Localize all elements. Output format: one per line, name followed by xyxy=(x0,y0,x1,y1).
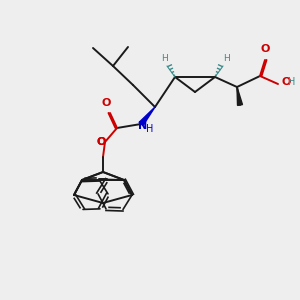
Polygon shape xyxy=(139,107,155,126)
Text: N: N xyxy=(138,121,148,131)
Text: H: H xyxy=(160,54,167,63)
Text: H: H xyxy=(223,54,230,63)
Text: O: O xyxy=(260,44,270,54)
Text: O: O xyxy=(96,137,106,147)
Text: H: H xyxy=(146,124,154,134)
Text: O: O xyxy=(96,137,106,147)
Text: O: O xyxy=(101,98,111,108)
Polygon shape xyxy=(237,87,242,105)
Text: H: H xyxy=(288,77,296,87)
Text: O: O xyxy=(281,77,290,87)
